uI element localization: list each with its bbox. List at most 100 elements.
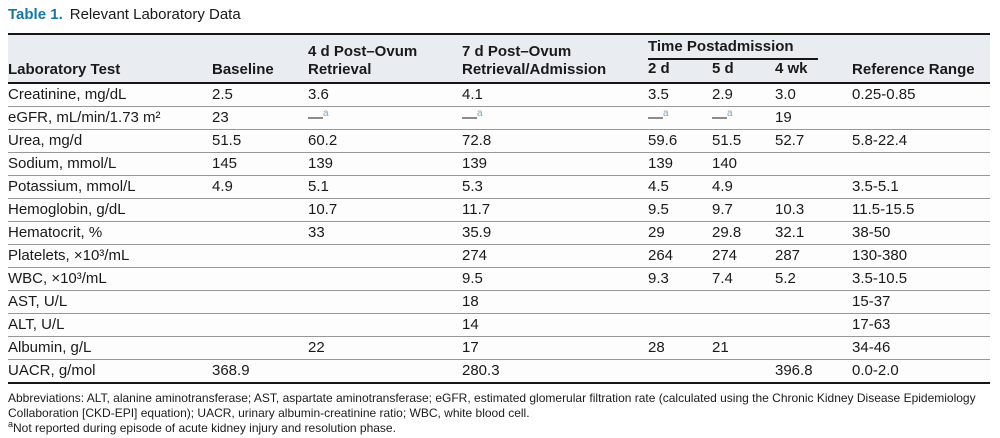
- value-cell: [775, 336, 853, 360]
- footnote-a-reference: a: [727, 108, 733, 119]
- value-cell: 9.3: [648, 267, 712, 291]
- value-cell: 33: [308, 221, 462, 245]
- value-cell: 29: [648, 221, 712, 245]
- value-cell: [648, 313, 712, 337]
- value-cell: 21: [712, 336, 775, 360]
- footnote-a-text: Not reported during episode of acute kid…: [13, 421, 396, 435]
- value-cell: [712, 290, 775, 314]
- value-cell: [212, 313, 308, 337]
- value-cell: 287: [775, 244, 853, 268]
- value-cell: [775, 152, 853, 176]
- col-header-reference-range: Reference Range: [852, 34, 991, 84]
- value-cell: [212, 221, 308, 245]
- col-header-7d-post-ovum-retrieval-admission: 7 d Post–Ovum Retrieval/Admission: [462, 34, 648, 84]
- table-row: Urea, mg/d 51.5 60.2 72.8 59.6 51.5 52.7 5.8-22…: [8, 129, 991, 153]
- value-cell: [648, 290, 712, 314]
- value-cell: [775, 290, 853, 314]
- value-cell: 5.3: [462, 175, 648, 199]
- value-cell: 0.25-0.85: [852, 83, 991, 107]
- lab-test-cell: Potassium, mmol/L: [8, 175, 212, 199]
- table-caption-title: Relevant Laboratory Data: [69, 6, 241, 23]
- value-cell: 10.3: [775, 198, 853, 222]
- value-cell: 72.8: [462, 129, 648, 153]
- value-cell: 23: [212, 106, 308, 130]
- value-cell: [775, 313, 853, 337]
- value-cell: 11.5-15.5: [852, 198, 991, 222]
- lab-test-cell: ALT, U/L: [8, 313, 212, 337]
- value-cell: [308, 244, 462, 268]
- value-cell: 35.9: [462, 221, 648, 245]
- footnote-a-marker: a: [8, 419, 14, 429]
- value-cell: 22: [308, 336, 462, 360]
- value-cell: 15-37: [852, 290, 991, 314]
- value-cell: [852, 152, 991, 176]
- value-cell: 130-380: [852, 244, 991, 268]
- value-cell: 2.9: [712, 83, 775, 107]
- value-cell: 9.5: [462, 267, 648, 291]
- table-row: Hematocrit, % 33 35.9 29 29.8 32.1 38-50: [8, 221, 991, 245]
- col-header-baseline: Baseline: [212, 34, 308, 84]
- footnote-a-reference: a: [663, 108, 669, 119]
- col-header-2d: 2 d: [648, 60, 712, 84]
- value-cell: 4.9: [212, 175, 308, 199]
- table-caption-number: Table 1.: [8, 6, 63, 23]
- col-header-4wk: 4 wk: [775, 60, 853, 84]
- value-cell: 9.7: [712, 198, 775, 222]
- value-cell: [308, 359, 462, 384]
- value-cell: 9.5: [648, 198, 712, 222]
- footnotes: Abbreviations: ALT, alanine aminotransfe…: [8, 391, 990, 436]
- value-cell: 14: [462, 313, 648, 337]
- value-cell: 139: [462, 152, 648, 176]
- value-cell: 38-50: [852, 221, 991, 245]
- value-cell: [852, 106, 991, 130]
- value-cell: 60.2: [308, 129, 462, 153]
- value-cell: 29.8: [712, 221, 775, 245]
- abbreviations-note: Abbreviations: ALT, alanine aminotransfe…: [8, 391, 976, 420]
- col-header-4d-post-ovum-retrieval: 4 d Post–Ovum Retrieval: [308, 34, 462, 84]
- lab-test-cell: WBC, ×10³/mL: [8, 267, 212, 291]
- table-header: Laboratory Test Baseline 4 d Post–Ovum R…: [8, 34, 991, 84]
- value-cell: 0.0-2.0: [852, 359, 991, 384]
- value-cell: 51.5: [212, 129, 308, 153]
- value-cell: 5.2: [775, 267, 853, 291]
- table-row: UACR, g/mol 368.9 280.3 396.8 0.0-2.0: [8, 359, 991, 384]
- table-row: AST, U/L 18 15-37: [8, 290, 991, 314]
- lab-test-cell: AST, U/L: [8, 290, 212, 314]
- value-cell: 3.5: [648, 83, 712, 107]
- table-row: Potassium, mmol/L 4.9 5.1 5.3 4.5 4.9 3.5-5.1: [8, 175, 991, 199]
- value-cell: —a: [308, 106, 462, 130]
- value-cell: 10.7: [308, 198, 462, 222]
- value-cell: 396.8: [775, 359, 853, 384]
- value-cell: [308, 267, 462, 291]
- lab-test-cell: Platelets, ×10³/mL: [8, 244, 212, 268]
- value-cell: [712, 359, 775, 384]
- value-cell: [712, 313, 775, 337]
- lab-test-cell: Albumin, g/L: [8, 336, 212, 360]
- value-cell: 368.9: [212, 359, 308, 384]
- value-cell: 11.7: [462, 198, 648, 222]
- table-row: WBC, ×10³/mL 9.5 9.3 7.4 5.2 3.5-10.5: [8, 267, 991, 291]
- table-row: eGFR, mL/min/1.73 m² 23 —a —a —a —a 19: [8, 106, 991, 130]
- col-header-5d: 5 d: [712, 60, 775, 84]
- value-cell: [212, 198, 308, 222]
- lab-test-cell: Creatinine, mg/dL: [8, 83, 212, 107]
- value-cell: 5.1: [308, 175, 462, 199]
- value-cell: 264: [648, 244, 712, 268]
- value-cell: 7.4: [712, 267, 775, 291]
- table-row: Platelets, ×10³/mL 274 264 274 287 130-380: [8, 244, 991, 268]
- value-cell: [212, 267, 308, 291]
- value-cell: 4.1: [462, 83, 648, 107]
- lab-data-table: Laboratory Test Baseline 4 d Post–Ovum R…: [8, 33, 991, 384]
- value-cell: [212, 244, 308, 268]
- value-cell: 17-63: [852, 313, 991, 337]
- table-row: ALT, U/L 14 17-63: [8, 313, 991, 337]
- table-row: Creatinine, mg/dL 2.5 3.6 4.1 3.5 2.9 3.0 0.25-…: [8, 83, 991, 107]
- col-group-time-postadmission: Time Postadmission: [648, 34, 852, 60]
- value-cell: 18: [462, 290, 648, 314]
- value-cell: 5.8-22.4: [852, 129, 991, 153]
- value-cell: 3.6: [308, 83, 462, 107]
- header-row-sub: 2 d 5 d 4 wk: [8, 60, 990, 84]
- footnote-a-reference: a: [477, 108, 483, 119]
- value-cell: 59.6: [648, 129, 712, 153]
- value-cell: 19: [775, 106, 853, 130]
